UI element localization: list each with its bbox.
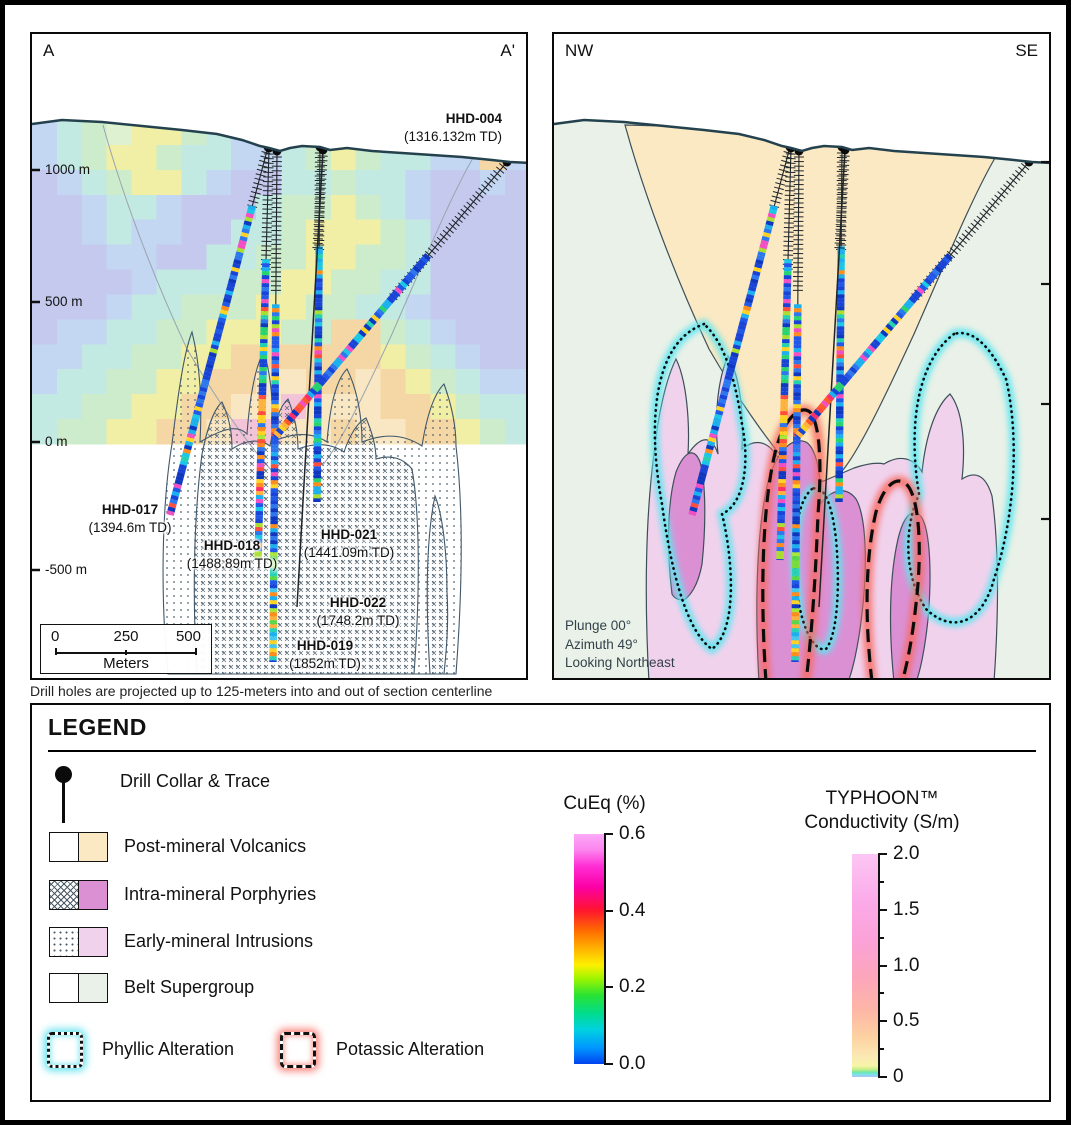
scale-tick-label-0.6: 0.6 bbox=[619, 823, 646, 844]
potassic-alteration-outline bbox=[761, 408, 921, 678]
scale-tick-label-2.0: 2.0 bbox=[893, 843, 920, 864]
cueq-scale-title: CuEq (%) bbox=[563, 793, 646, 814]
phyllic-alteration-label: Phyllic Alteration bbox=[102, 1039, 235, 1059]
intra-mineral-outline bbox=[193, 398, 419, 675]
potassic-alteration-icon bbox=[280, 1032, 316, 1068]
scale-tick bbox=[878, 853, 887, 855]
scale-minor-tick bbox=[878, 992, 884, 995]
view-orientation-info: Plunge 00° Azimuth 49° Looking Northeast bbox=[565, 617, 675, 672]
plunge-text: Plunge 00° bbox=[565, 618, 632, 634]
legend-box: LEGEND Drill Collar & Trace Post-mineral… bbox=[30, 703, 1051, 1102]
scale-minor-tick bbox=[878, 936, 884, 939]
depth-label-0m: 0 m bbox=[45, 434, 68, 449]
legend-drill-collar-label: Drill Collar & Trace bbox=[120, 771, 271, 791]
pattern-swatch-blank2 bbox=[49, 973, 79, 1003]
drill-trace-hhd022 bbox=[818, 149, 846, 608]
scale-tick-label-0.0: 0.0 bbox=[619, 1053, 646, 1074]
pattern-swatch-blank bbox=[49, 832, 79, 862]
typhoon-scale-title: TYPHOON™ Conductivity (S/m) bbox=[804, 788, 960, 833]
cross-section-a-graphic bbox=[32, 118, 526, 675]
section-label-a-prime: A' bbox=[500, 41, 515, 60]
phyllic-alteration-icon bbox=[47, 1032, 83, 1068]
scale-tick bbox=[604, 833, 613, 835]
conductivity-heatmap bbox=[32, 120, 526, 445]
legend-divider bbox=[48, 750, 1036, 752]
potassic-alteration-label: Potassic Alteration bbox=[336, 1039, 485, 1059]
scale-tick-label-0.4: 0.4 bbox=[619, 899, 646, 921]
scale-tick bbox=[604, 1063, 613, 1065]
section-label-a: A bbox=[43, 41, 55, 60]
scale-minor-tick bbox=[878, 880, 884, 883]
color-swatch-volcanics bbox=[78, 832, 108, 862]
color-swatch-porphyries bbox=[78, 880, 108, 910]
section-label-nw: NW bbox=[565, 41, 594, 60]
scale-tick bbox=[878, 908, 887, 911]
scale-bar-tick-end bbox=[195, 648, 197, 655]
cueq-gradient-bar bbox=[574, 834, 605, 1064]
legend-title: LEGEND bbox=[48, 714, 147, 740]
scale-tick-label-0.2: 0.2 bbox=[619, 976, 646, 998]
looking-text: Looking Northeast bbox=[565, 654, 675, 670]
color-swatch-intrusions bbox=[78, 927, 108, 957]
scale-bar-tick-start bbox=[55, 648, 57, 655]
drillhole-label-hhd019: HHD-019 (1852m TD) bbox=[289, 638, 361, 671]
azimuth-text: Azimuth 49° bbox=[565, 636, 638, 652]
scale-bar-tick-mid bbox=[125, 650, 127, 655]
scale-tick-label-0.5: 0.5 bbox=[893, 1010, 920, 1032]
scale-tick bbox=[878, 1020, 887, 1023]
drill-trace-hhd022 bbox=[296, 149, 324, 608]
drillhole-label-hhd017: HHD-017 (1394.6m TD) bbox=[88, 502, 172, 535]
drill-trace-icon bbox=[62, 777, 65, 823]
drill-holes bbox=[688, 142, 1034, 663]
scale-tick-500: 500 bbox=[175, 628, 201, 645]
drillhole-label-hhd022: HHD-022 (1748.2m TD) bbox=[316, 595, 400, 628]
cueq-axis bbox=[604, 834, 606, 1064]
scale-tick bbox=[878, 964, 887, 967]
cross-section-nw-se-panel: NW SE Plunge 00° Azimuth 49° Looking Nor… bbox=[552, 32, 1051, 680]
cross-section-a-panel: A A' HHD-004 (1316.132m TD) HHD-017 (139… bbox=[30, 32, 528, 680]
typhoon-gradient-bar bbox=[852, 854, 879, 1077]
scale-tick bbox=[604, 909, 613, 912]
scale-tick-label-1.0: 1.0 bbox=[893, 954, 920, 976]
cross-section-nw-se-graphic bbox=[554, 118, 1049, 678]
depth-label--500m: -500 m bbox=[45, 562, 88, 577]
scale-tick-0: 0 bbox=[51, 628, 60, 645]
scale-tick-label-0: 0 bbox=[893, 1066, 904, 1087]
scale-minor-tick bbox=[878, 1048, 884, 1051]
scale-tick bbox=[604, 986, 613, 989]
depth-label-1000m: 1000 m bbox=[45, 162, 91, 177]
depth-label-500m: 500 m bbox=[45, 294, 83, 309]
section-label-se: SE bbox=[1015, 41, 1038, 60]
scale-tick-250: 250 bbox=[113, 628, 139, 645]
drill-holes bbox=[166, 142, 512, 663]
scale-bar-unit: Meters bbox=[103, 655, 149, 672]
pattern-swatch-dots bbox=[49, 927, 79, 957]
color-swatch-belt bbox=[78, 973, 108, 1003]
pattern-swatch-xhatch bbox=[49, 880, 79, 910]
drillhole-label-hhd004: HHD-004 (1316.132m TD) bbox=[403, 111, 502, 144]
topography-line bbox=[554, 118, 1049, 165]
topography-line bbox=[32, 118, 526, 165]
drill-collar-icon bbox=[55, 766, 72, 783]
projection-caption: Drill holes are projected up to 125-mete… bbox=[30, 683, 493, 699]
scale-tick-label-1.5: 1.5 bbox=[893, 898, 920, 920]
drillhole-label-hhd021: HHD-021 (1441.09m TD) bbox=[303, 527, 395, 560]
drillhole-label-hhd018: HHD-018 (1488.89m TD) bbox=[186, 538, 278, 571]
scale-bar: 0 250 500 Meters bbox=[40, 624, 212, 674]
scale-tick bbox=[878, 1076, 887, 1078]
